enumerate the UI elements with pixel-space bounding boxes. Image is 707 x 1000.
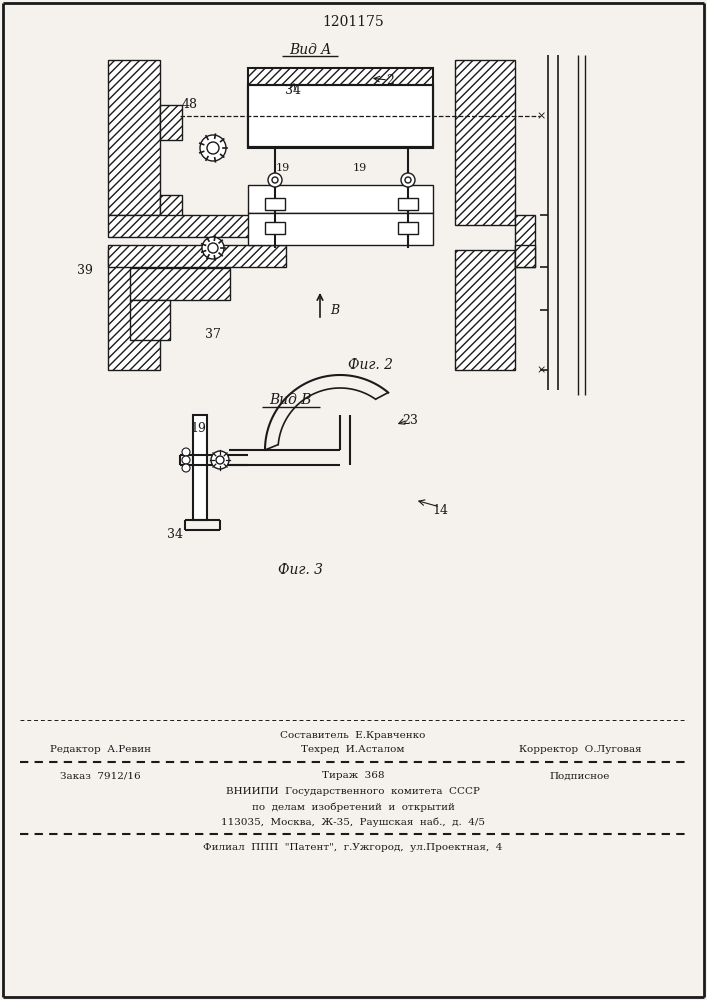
Circle shape <box>216 456 224 464</box>
Circle shape <box>207 142 219 154</box>
Circle shape <box>202 237 224 259</box>
Text: Составитель  Е.Кравченко: Составитель Е.Кравченко <box>280 730 426 740</box>
Bar <box>248 68 433 148</box>
Circle shape <box>401 173 415 187</box>
Circle shape <box>182 456 190 464</box>
Text: Техред  И.Асталом: Техред И.Асталом <box>301 746 404 754</box>
Circle shape <box>211 451 229 469</box>
Text: 19: 19 <box>353 163 367 173</box>
Text: 48: 48 <box>182 99 198 111</box>
Text: 39: 39 <box>77 263 93 276</box>
Bar <box>455 250 515 370</box>
Bar <box>515 215 535 267</box>
Text: по  делам  изобретений  и  открытий: по делам изобретений и открытий <box>252 802 455 812</box>
Text: Фиг. 2: Фиг. 2 <box>348 358 392 372</box>
Text: 37: 37 <box>205 328 221 342</box>
Circle shape <box>208 243 218 253</box>
Bar <box>160 195 182 230</box>
Bar <box>160 105 182 140</box>
Circle shape <box>268 173 282 187</box>
Text: 23: 23 <box>402 414 418 426</box>
Text: ×: × <box>537 365 546 375</box>
Text: Вид A: Вид A <box>289 43 331 57</box>
Text: Фиг. 3: Фиг. 3 <box>278 563 322 577</box>
Bar <box>248 213 433 245</box>
Bar <box>455 60 515 225</box>
Text: 34: 34 <box>167 528 183 542</box>
Text: Редактор  А.Ревин: Редактор А.Ревин <box>49 746 151 754</box>
Bar <box>130 300 170 340</box>
Circle shape <box>200 135 226 161</box>
Bar <box>398 198 418 210</box>
Text: Филиал  ППП  "Патент",  г.Ужгород,  ул.Проектная,  4: Филиал ППП "Патент", г.Ужгород, ул.Проек… <box>204 844 503 852</box>
Text: ВНИИПИ  Государственного  комитета  СССР: ВНИИПИ Государственного комитета СССР <box>226 788 480 796</box>
Bar <box>515 245 535 267</box>
Bar <box>248 185 433 213</box>
Text: 113035,  Москва,  Ж-35,  Раушская  наб.,  д.  4/5: 113035, Москва, Ж-35, Раушская наб., д. … <box>221 817 485 827</box>
Bar <box>108 245 286 267</box>
Text: 34: 34 <box>285 84 301 97</box>
Text: 2: 2 <box>386 74 394 87</box>
Bar <box>193 415 207 520</box>
Text: Тираж  368: Тираж 368 <box>322 772 384 780</box>
Bar <box>108 60 160 215</box>
Circle shape <box>405 177 411 183</box>
Text: 1201175: 1201175 <box>322 15 384 29</box>
Text: Корректор  О.Луговая: Корректор О.Луговая <box>519 746 641 754</box>
Text: ×: × <box>537 111 546 121</box>
Text: Подписное: Подписное <box>550 772 610 780</box>
Text: 19: 19 <box>190 422 206 434</box>
Circle shape <box>182 464 190 472</box>
Circle shape <box>182 448 190 456</box>
Text: Заказ  7912/16: Заказ 7912/16 <box>59 772 140 780</box>
Bar <box>398 222 418 234</box>
Bar <box>265 222 285 234</box>
Bar <box>108 215 286 237</box>
Circle shape <box>272 177 278 183</box>
Bar <box>248 85 433 147</box>
Text: Вид B: Вид B <box>269 393 311 407</box>
Bar <box>265 198 285 210</box>
Text: 14: 14 <box>432 504 448 516</box>
Text: 19: 19 <box>276 163 290 173</box>
Bar <box>130 268 230 300</box>
Text: B: B <box>330 304 339 316</box>
Bar <box>108 250 160 370</box>
